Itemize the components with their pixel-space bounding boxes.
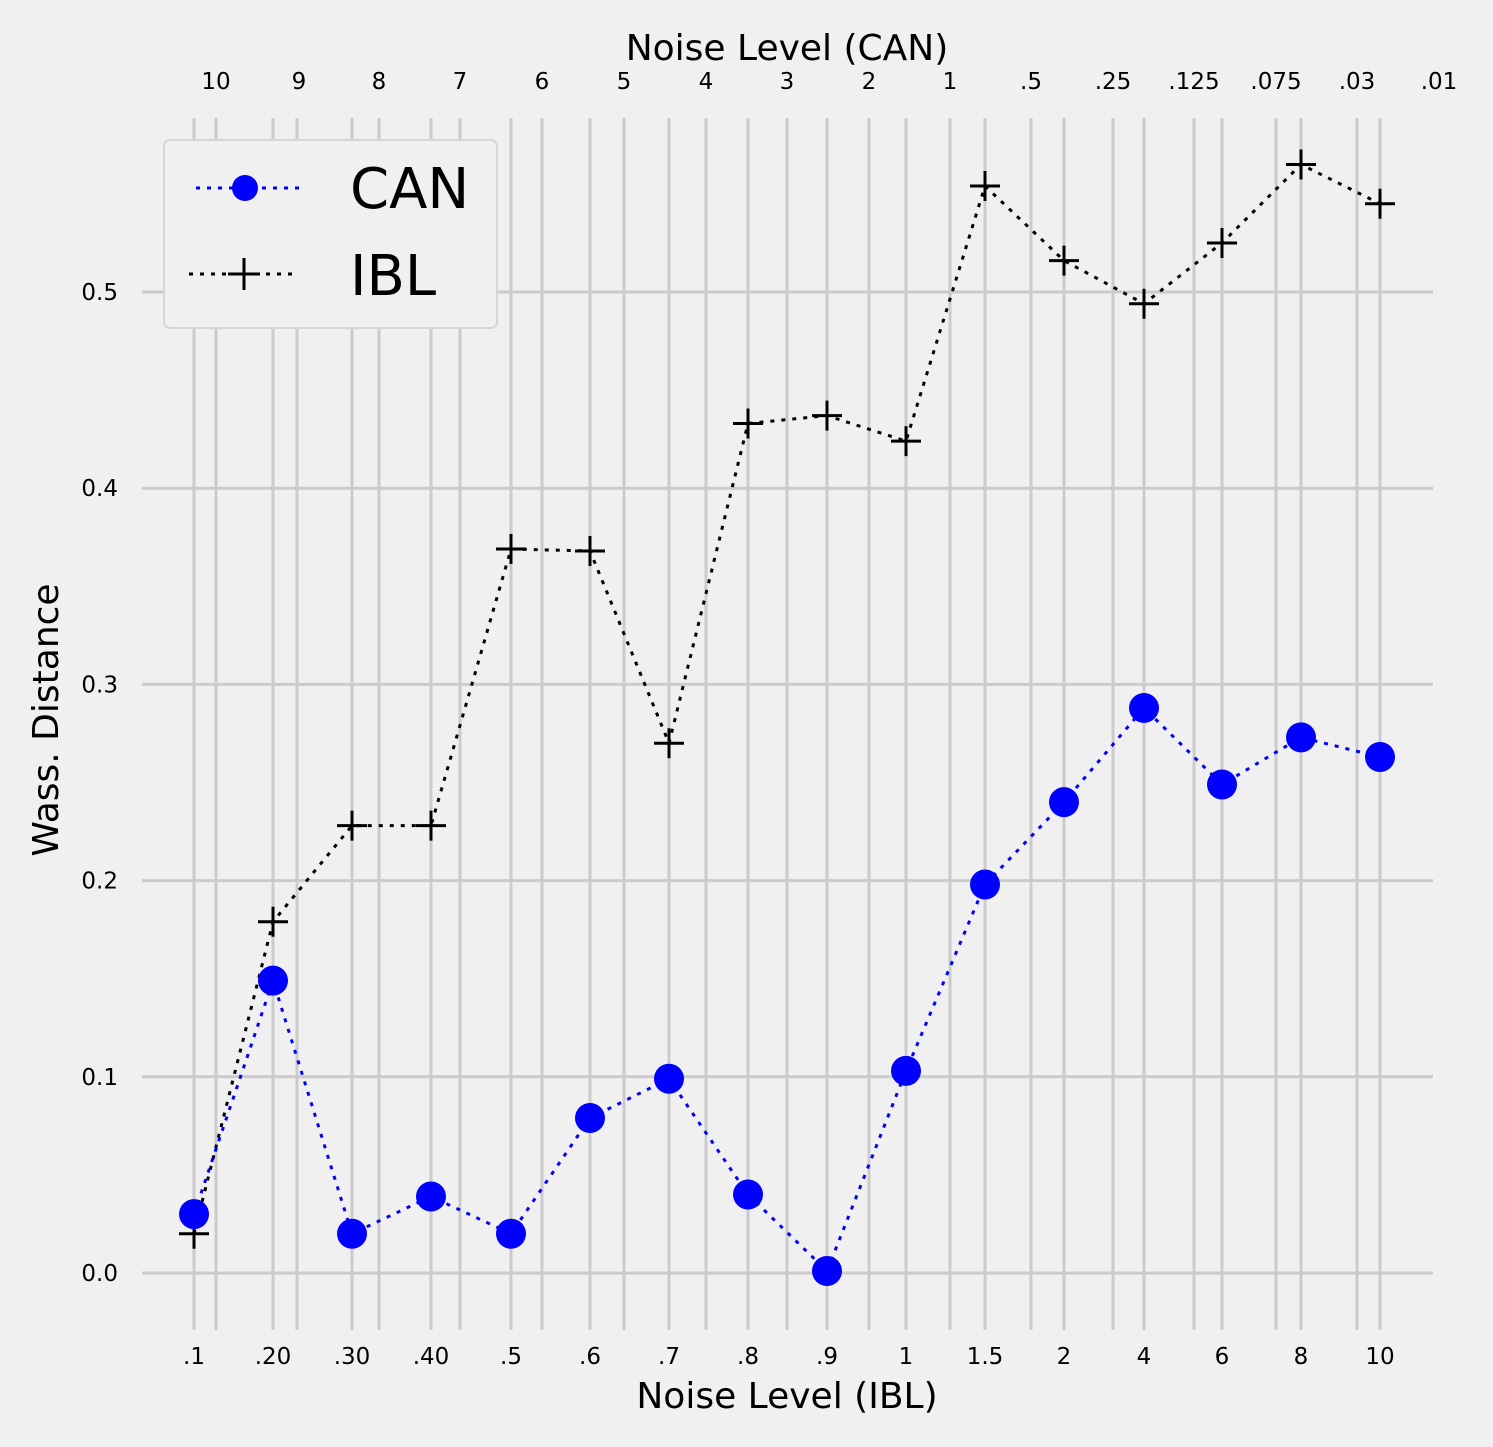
data-point-can xyxy=(812,1256,842,1287)
data-point-can xyxy=(258,965,288,996)
data-point-ibl xyxy=(1207,227,1237,258)
data-point-ibl xyxy=(970,171,1000,202)
top-x-axis-title: Noise Level (CAN) xyxy=(626,28,949,69)
y-tick-label: 0.3 xyxy=(81,672,118,698)
data-point-can xyxy=(1365,741,1395,772)
top-x-tick-label: .5 xyxy=(1020,69,1042,95)
series-ibl xyxy=(179,149,1395,1249)
data-point-ibl xyxy=(654,728,684,759)
data-point-can xyxy=(891,1055,921,1086)
legend-ibl-marker xyxy=(228,258,260,290)
data-point-ibl xyxy=(1365,188,1395,219)
x-tick-label: .7 xyxy=(658,1344,680,1370)
x-tick-label: .9 xyxy=(816,1344,838,1370)
tick-labels: 0.0 0.1 0.2 0.3 0.4 0.5 .1 .20 .30 .40 .5 .6 .7 .8 .9 1… xyxy=(81,69,1457,1370)
data-point-can xyxy=(970,869,1000,900)
data-point-can xyxy=(1207,769,1237,800)
x-tick-label: .6 xyxy=(579,1344,601,1370)
legend-can-label: CAN xyxy=(350,157,469,222)
top-x-tick-label: .075 xyxy=(1250,69,1301,95)
data-point-can xyxy=(733,1179,763,1210)
x-tick-label: .5 xyxy=(500,1344,522,1370)
data-point-ibl xyxy=(1129,288,1159,319)
data-point-can xyxy=(337,1218,367,1249)
top-x-tick-label: 2 xyxy=(862,69,877,95)
x-tick-label: .30 xyxy=(334,1344,371,1370)
top-x-tick-label: .01 xyxy=(1421,69,1458,95)
x-tick-label: .40 xyxy=(413,1344,450,1370)
data-point-can xyxy=(416,1181,446,1212)
x-tick-label: 8 xyxy=(1294,1344,1309,1370)
x-tick-label: 10 xyxy=(1365,1344,1394,1370)
top-x-tick-label: 3 xyxy=(780,69,795,95)
top-x-tick-label: 5 xyxy=(617,69,632,95)
top-x-tick-label: 6 xyxy=(535,69,550,95)
x-tick-label: 1.5 xyxy=(967,1344,1004,1370)
y-tick-label: 0.1 xyxy=(81,1065,118,1091)
legend-entry-ibl: IBL xyxy=(189,244,436,309)
x-tick-label: .1 xyxy=(183,1344,205,1370)
data-point-can xyxy=(1049,787,1079,818)
legend-entry-can: CAN xyxy=(196,157,469,222)
x-tick-label: .20 xyxy=(255,1344,292,1370)
data-point-ibl xyxy=(496,534,526,565)
y-tick-label: 0.0 xyxy=(81,1261,118,1287)
x-tick-label: 6 xyxy=(1215,1344,1230,1370)
y-tick-label: 0.2 xyxy=(81,869,118,895)
data-point-ibl xyxy=(258,906,288,937)
legend-can-marker xyxy=(232,175,258,201)
data-point-can xyxy=(1286,722,1316,753)
data-point-ibl xyxy=(812,400,842,431)
x-tick-label: 4 xyxy=(1137,1344,1152,1370)
top-x-tick-label: 7 xyxy=(453,69,468,95)
top-x-tick-label: 8 xyxy=(372,69,387,95)
top-x-tick-label: .125 xyxy=(1168,69,1219,95)
x-tick-label: .8 xyxy=(737,1344,759,1370)
data-point-can xyxy=(654,1063,684,1094)
data-point-can xyxy=(179,1199,209,1230)
data-point-ibl xyxy=(416,810,446,841)
data-point-ibl xyxy=(891,426,921,457)
top-x-tick-label: .25 xyxy=(1095,69,1132,95)
series-layer xyxy=(179,149,1395,1287)
data-point-ibl xyxy=(1286,149,1316,180)
data-point-can xyxy=(575,1103,605,1134)
data-point-ibl xyxy=(733,408,763,439)
data-point-can xyxy=(1129,692,1159,723)
x-axis-title: Noise Level (IBL) xyxy=(636,1376,937,1417)
top-x-tick-label: .03 xyxy=(1339,69,1376,95)
x-tick-label: 2 xyxy=(1057,1344,1072,1370)
legend-ibl-label: IBL xyxy=(350,244,436,309)
legend: CAN IBL xyxy=(163,139,498,329)
data-point-can xyxy=(496,1218,526,1249)
top-x-tick-label: 1 xyxy=(943,69,958,95)
top-x-tick-label: 10 xyxy=(201,69,230,95)
data-point-ibl xyxy=(575,535,605,566)
series-line-ibl xyxy=(192,162,1381,1235)
data-point-ibl xyxy=(1049,245,1079,276)
y-tick-label: 0.4 xyxy=(81,476,118,502)
top-x-tick-label: 4 xyxy=(699,69,714,95)
y-axis-title: Wass. Distance xyxy=(26,583,67,856)
data-point-ibl xyxy=(337,810,367,841)
series-can xyxy=(179,692,1395,1287)
y-tick-label: 0.5 xyxy=(81,280,118,306)
top-x-tick-label: 9 xyxy=(292,69,307,95)
x-tick-label: 1 xyxy=(899,1344,914,1370)
